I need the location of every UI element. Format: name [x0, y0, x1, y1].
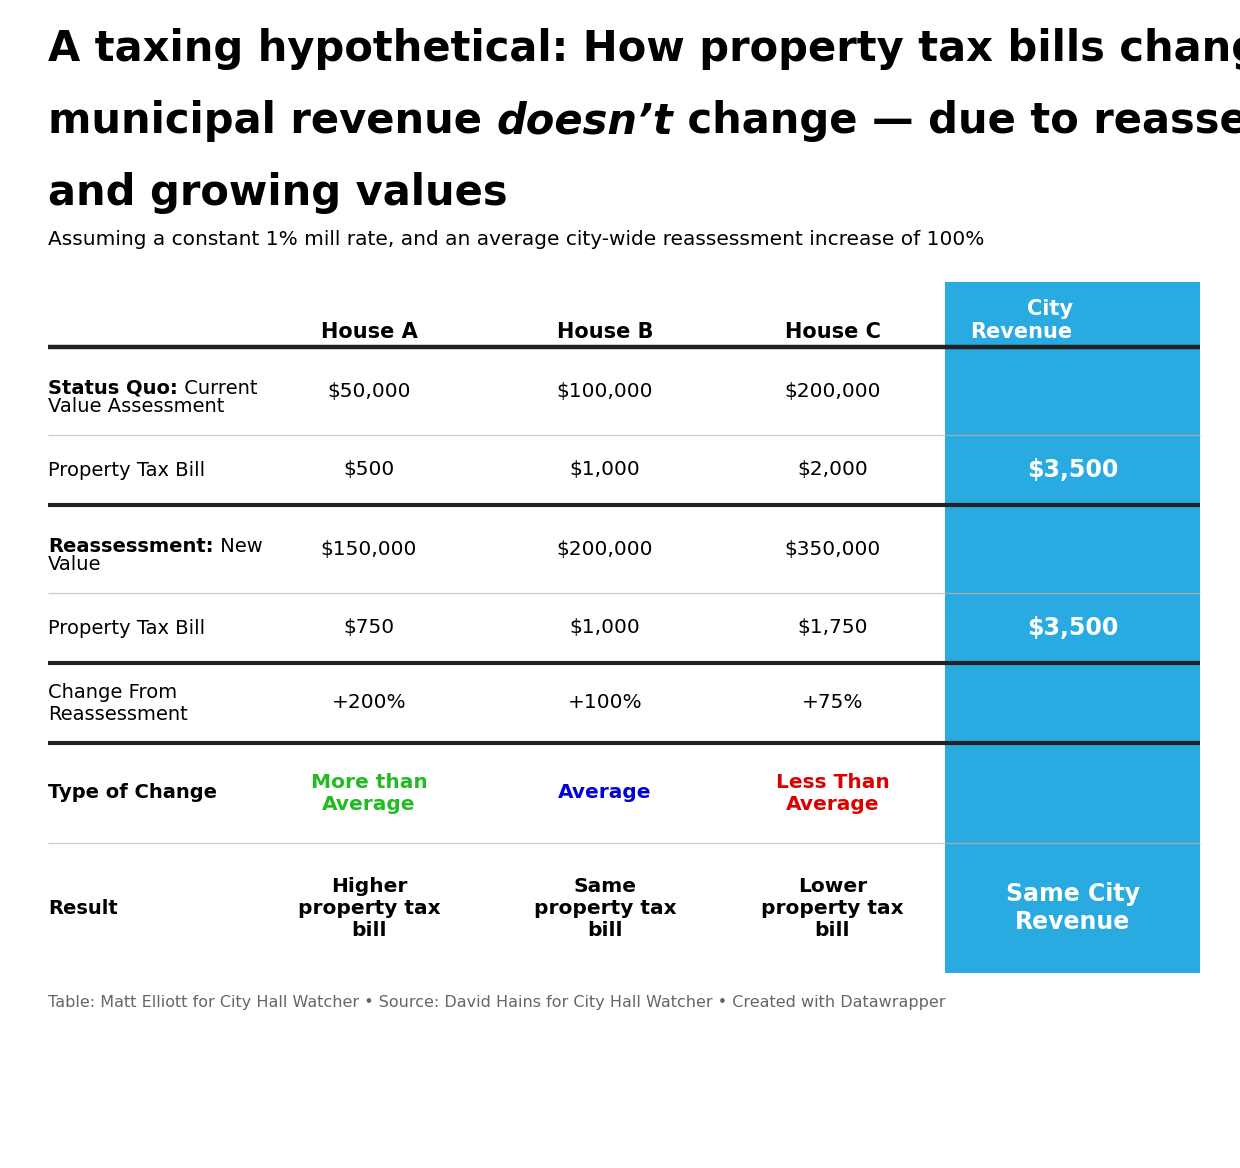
- Text: doesn’t: doesn’t: [496, 100, 673, 142]
- Text: $350,000: $350,000: [785, 540, 880, 558]
- Text: $1,750: $1,750: [797, 619, 868, 638]
- Text: $2,000: $2,000: [797, 460, 868, 480]
- Text: A taxing hypothetical: How property tax bills change — and: A taxing hypothetical: How property tax …: [48, 28, 1240, 70]
- Text: City
Revenue: City Revenue: [971, 299, 1073, 342]
- Text: Assuming a constant 1% mill rate, and an average city-wide reassessment increase: Assuming a constant 1% mill rate, and an…: [48, 230, 985, 249]
- Text: House B: House B: [557, 322, 653, 342]
- Text: Status Quo:: Status Quo:: [48, 378, 177, 398]
- Text: and growing values: and growing values: [48, 172, 507, 214]
- Text: $150,000: $150,000: [321, 540, 417, 558]
- Text: Property Tax Bill: Property Tax Bill: [48, 619, 205, 638]
- Text: Change From
Reassessment: Change From Reassessment: [48, 682, 187, 723]
- Text: +200%: +200%: [331, 694, 407, 712]
- Text: Value: Value: [48, 555, 102, 573]
- Text: Reassessment:: Reassessment:: [48, 537, 213, 556]
- Text: Table: Matt Elliott for City Hall Watcher • Source: David Hains for City Hall Wa: Table: Matt Elliott for City Hall Watche…: [48, 995, 945, 1010]
- Text: $3,500: $3,500: [1027, 458, 1118, 482]
- Text: Average: Average: [558, 784, 652, 802]
- Text: $500: $500: [343, 460, 394, 480]
- Text: municipal revenue: municipal revenue: [48, 100, 496, 142]
- Text: Less Than
Average: Less Than Average: [776, 772, 889, 813]
- Text: $750: $750: [343, 619, 394, 638]
- Text: Value Assessment: Value Assessment: [48, 397, 224, 416]
- Text: Property Tax Bill: Property Tax Bill: [48, 460, 205, 480]
- Text: +100%: +100%: [568, 694, 642, 712]
- Text: New: New: [213, 537, 262, 556]
- Text: Result: Result: [48, 898, 118, 918]
- Text: $100,000: $100,000: [557, 382, 653, 401]
- Text: $200,000: $200,000: [784, 382, 880, 401]
- Text: More than
Average: More than Average: [311, 772, 428, 813]
- Text: Same City
Revenue: Same City Revenue: [1006, 882, 1140, 934]
- Text: House A: House A: [321, 322, 418, 342]
- Text: +75%: +75%: [802, 694, 863, 712]
- Text: $1,000: $1,000: [569, 619, 640, 638]
- Text: Higher
property tax
bill: Higher property tax bill: [298, 876, 440, 939]
- Bar: [945, 347, 1200, 973]
- Text: $200,000: $200,000: [557, 540, 653, 558]
- Text: $1,000: $1,000: [569, 460, 640, 480]
- Text: Lower
property tax
bill: Lower property tax bill: [761, 876, 904, 939]
- Text: $50,000: $50,000: [327, 382, 410, 401]
- Bar: [945, 281, 1200, 347]
- Text: Type of Change: Type of Change: [48, 784, 217, 802]
- Text: House C: House C: [785, 322, 880, 342]
- Text: Same
property tax
bill: Same property tax bill: [533, 876, 676, 939]
- Text: Current: Current: [177, 378, 257, 398]
- Text: $3,500: $3,500: [1027, 616, 1118, 640]
- Text: change — due to reassessment: change — due to reassessment: [673, 100, 1240, 142]
